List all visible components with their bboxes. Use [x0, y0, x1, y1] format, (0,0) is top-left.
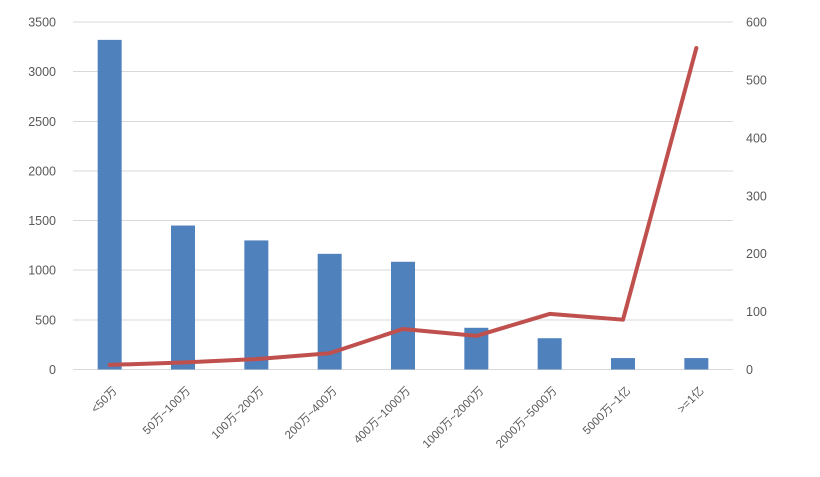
- x-axis-category-label: 400万~1000万: [352, 385, 413, 446]
- x-axis-category-label: >=1亿: [675, 384, 706, 415]
- bar: [391, 261, 415, 370]
- left-axis-tick-label: 3000: [28, 65, 56, 79]
- right-axis-tick-label: 0: [746, 363, 753, 377]
- x-axis-category-label: 100万~200万: [210, 385, 267, 442]
- x-axis-category-label: 50万~100万: [141, 385, 193, 437]
- left-axis-tick-label: 2000: [28, 164, 56, 178]
- x-axis-category-label: <50万: [89, 385, 119, 415]
- left-axis-tick-label: 1500: [28, 214, 56, 228]
- right-axis-tick-label: 600: [746, 16, 767, 30]
- left-axis-tick-label: 3500: [28, 16, 56, 30]
- bar: [684, 358, 709, 370]
- bar: [244, 240, 269, 370]
- right-axis-tick-label: 200: [746, 247, 767, 261]
- x-axis-category-label: 1000万~2000万: [421, 385, 487, 451]
- bar: [171, 225, 195, 370]
- right-axis-tick-label: 400: [746, 131, 767, 145]
- left-axis-tick-label: 0: [49, 363, 56, 377]
- left-axis-tick-label: 2500: [28, 115, 56, 129]
- line-series: [107, 46, 699, 367]
- right-axis-tick-label: 300: [746, 189, 767, 203]
- bar: [537, 338, 562, 370]
- left-axis-tick-label: 1000: [28, 264, 56, 278]
- right-axis-tick-label: 100: [746, 305, 767, 319]
- left-axis-tick-label: 500: [35, 313, 56, 327]
- x-axis-category-label: 2000万~5000万: [494, 385, 560, 451]
- right-axis-tick-label: 500: [746, 73, 767, 87]
- bar: [611, 358, 635, 370]
- x-axis-category-label: 5000万~1亿: [580, 384, 633, 437]
- bar: [97, 39, 122, 370]
- x-axis-category-label: 200万~400万: [283, 385, 340, 442]
